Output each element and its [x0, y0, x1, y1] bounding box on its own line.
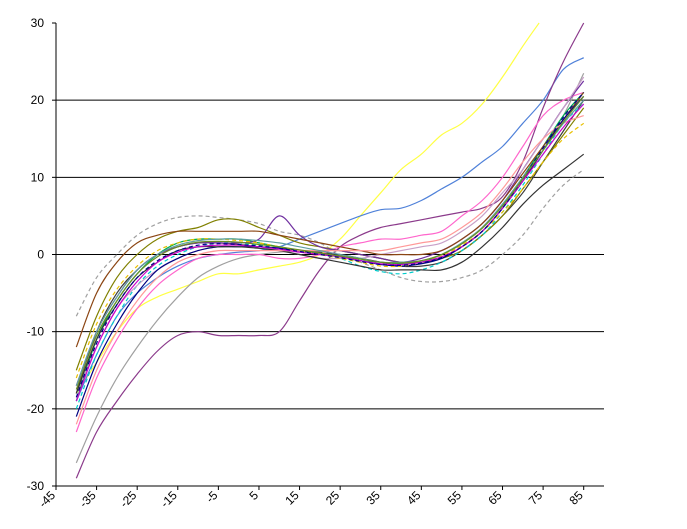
axes	[52, 22, 604, 490]
series-line-18	[75, 99, 585, 386]
y-tick-labels: -30 -20 -10 0 10 20 30	[27, 16, 45, 493]
series-line-4	[75, 22, 585, 479]
series-line-21	[75, 95, 585, 390]
series-group	[75, 22, 585, 479]
y-tick-label: -20	[27, 402, 45, 416]
y-tick-label: -10	[27, 325, 45, 339]
y-tick-label: -30	[27, 479, 45, 493]
y-tick-label: 30	[31, 16, 45, 30]
series-line-13	[75, 92, 585, 348]
series-line-2	[75, 22, 540, 394]
series-line-20	[75, 92, 585, 398]
y-tick-label: 20	[31, 93, 45, 107]
series-line-17	[75, 115, 584, 425]
y-tick-label: 0	[37, 248, 44, 262]
y-tick-label: 10	[31, 170, 45, 184]
